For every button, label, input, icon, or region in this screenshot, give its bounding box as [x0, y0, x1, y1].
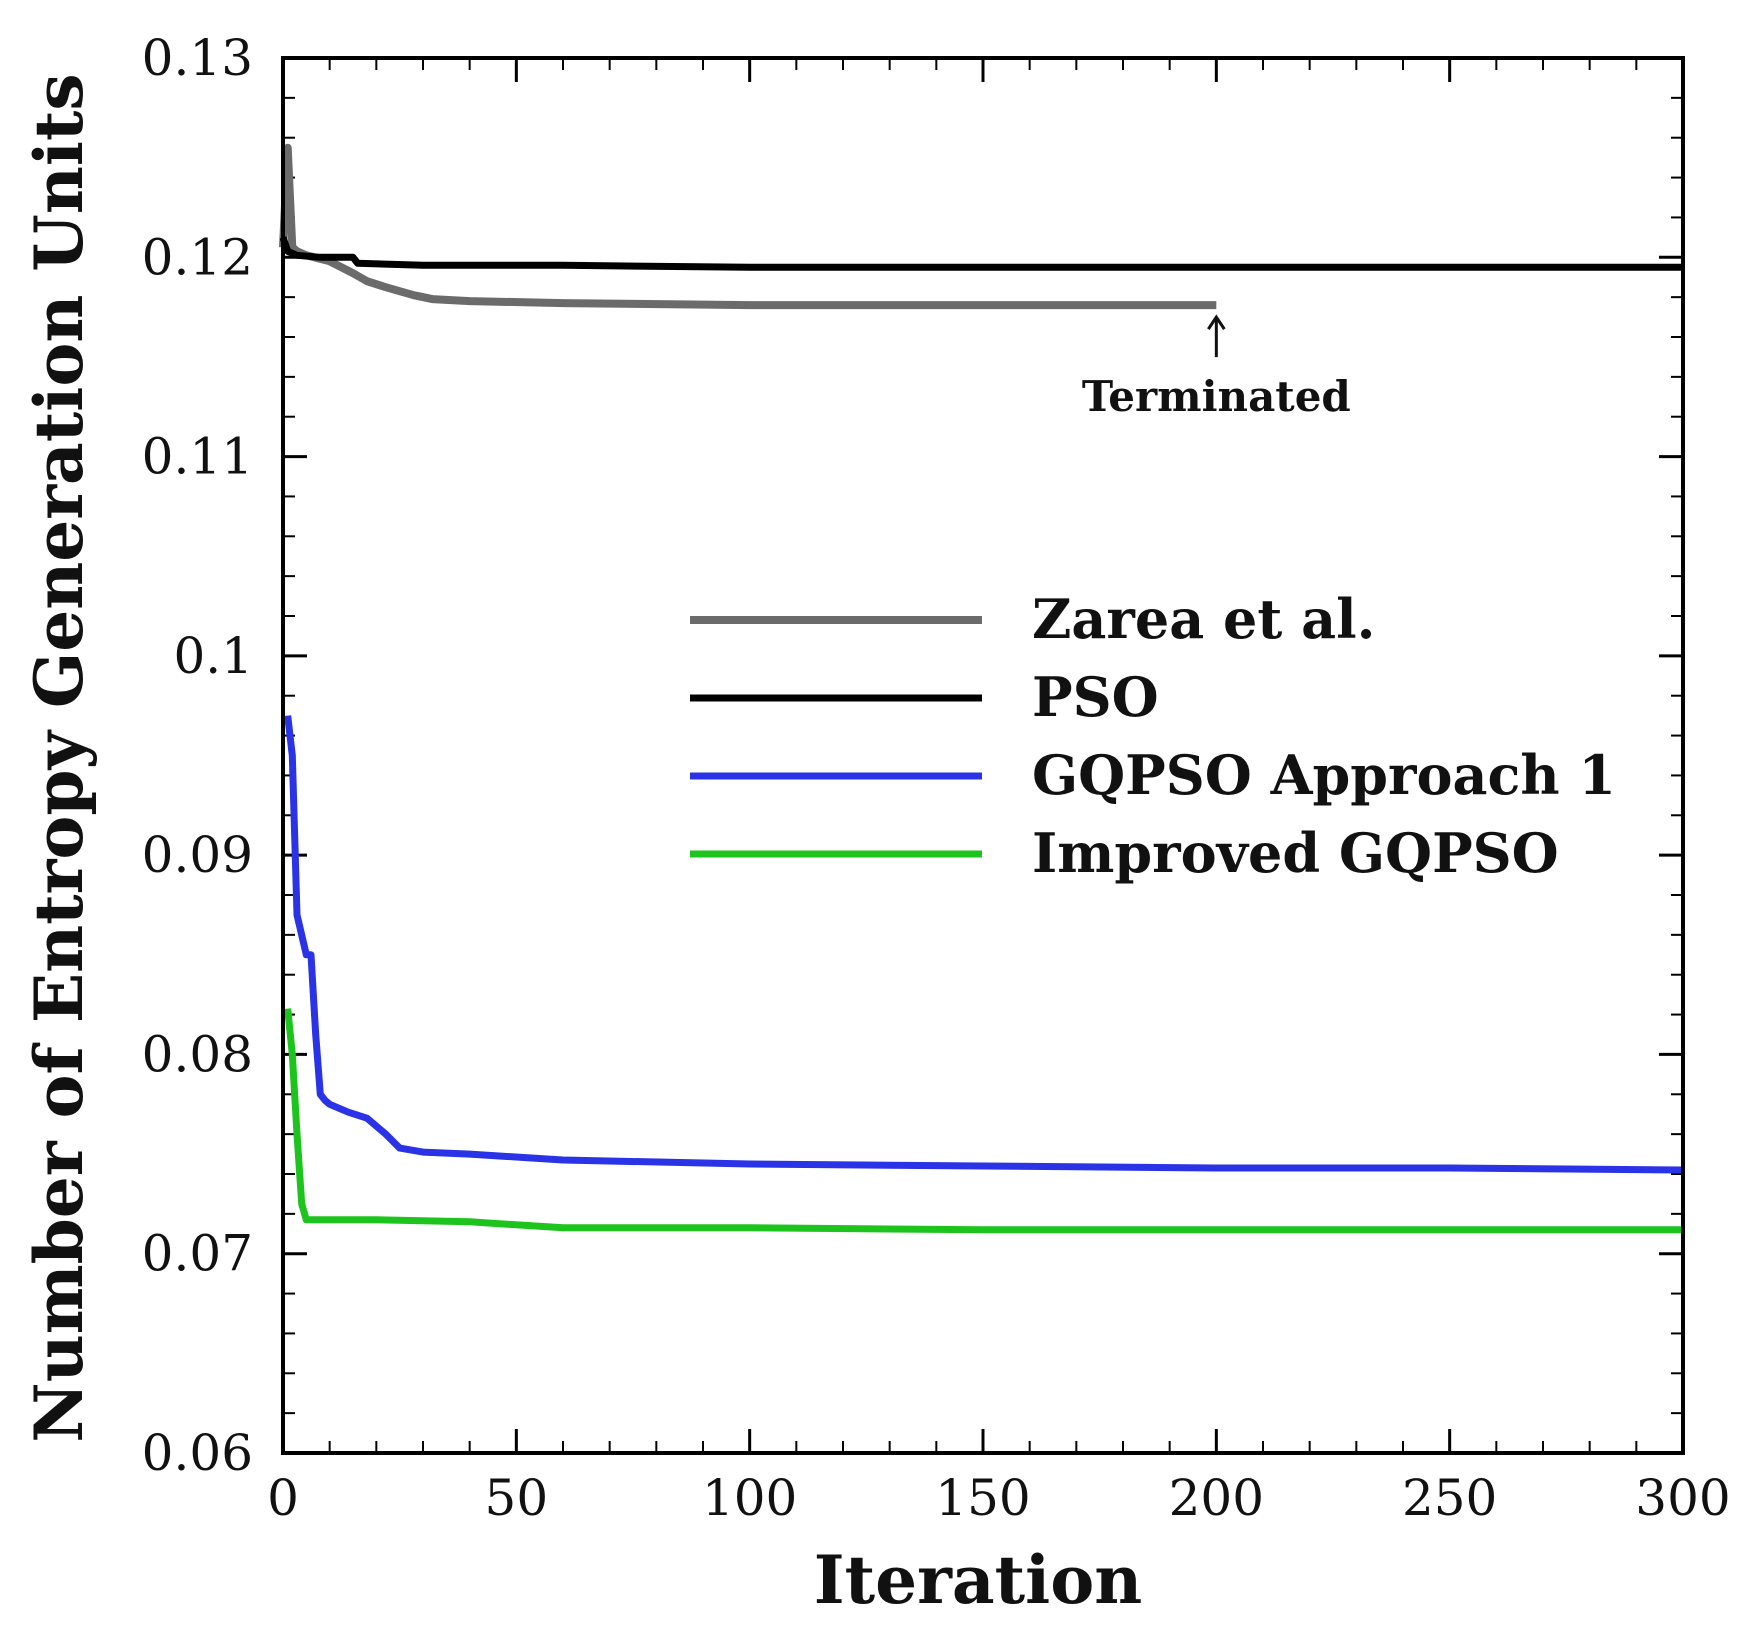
y-tick-labels: 0.06 0.07 0.08 0.09 0.1 0.11 0.12 0.13	[142, 29, 253, 1482]
series-layer	[279, 143, 1684, 1234]
legend: Zarea et al. PSO GQPSO Approach 1 Improved …	[690, 587, 1616, 885]
series-line-pso	[279, 236, 1683, 271]
series-line-gqpso-approach-1	[284, 715, 1684, 1174]
x-axis-title: Iteration	[814, 1541, 1142, 1619]
y-axis-title: Number of Entropy Generation Units	[20, 73, 98, 1442]
y-tick-label: 0.09	[142, 826, 253, 884]
x-tick-label: 0	[267, 1469, 299, 1527]
y-tick-label: 0.13	[142, 29, 253, 87]
x-tick-labels: 0 50 100 150 200 250 300	[267, 1469, 1731, 1527]
legend-label: PSO	[1032, 665, 1159, 729]
plot-frame	[281, 56, 1685, 1455]
y-tick-label: 0.12	[142, 228, 253, 286]
x-tick-label: 300	[1635, 1469, 1730, 1527]
x-tick-label: 250	[1402, 1469, 1497, 1527]
annotation-text: Terminated	[1082, 372, 1351, 421]
x-tick-label: 100	[702, 1469, 797, 1527]
legend-label: GQPSO Approach 1	[1032, 743, 1616, 807]
y-tick-label: 0.07	[142, 1225, 253, 1283]
legend-label: Improved GQPSO	[1032, 821, 1559, 885]
series-line-improved-gqpso	[284, 1008, 1683, 1234]
series-line-zarea-et-al	[279, 143, 1217, 310]
x-tick-label: 50	[485, 1469, 549, 1527]
x-tick-label: 150	[935, 1469, 1030, 1527]
y-tick-label: 0.11	[142, 428, 253, 486]
x-tick-label: 200	[1169, 1469, 1264, 1527]
annotation-arrow-icon	[1207, 314, 1226, 330]
legend-label: Zarea et al.	[1032, 587, 1375, 651]
y-tick-label: 0.1	[173, 627, 253, 685]
y-tick-label: 0.08	[142, 1025, 253, 1083]
y-tick-label: 0.06	[142, 1424, 253, 1482]
annotation-terminated: Terminated	[1082, 314, 1351, 421]
